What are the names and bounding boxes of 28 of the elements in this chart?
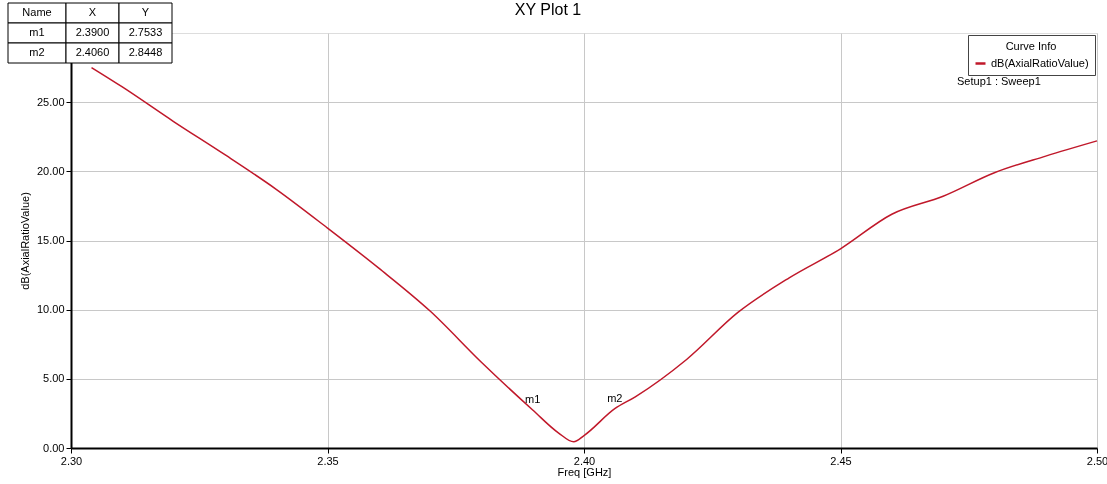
annotation: m2 (607, 391, 623, 404)
legend-title: Curve Info (1005, 40, 1057, 52)
text: Name (22, 6, 52, 18)
annotation: 2.8448 (128, 46, 163, 58)
legend-label: dB(AxialRatioValue) (991, 56, 1089, 69)
y-axis-title: dB(AxialRatioValue) (18, 192, 31, 290)
text: m2 (29, 46, 45, 58)
y-tick-label: 5.00 (43, 372, 65, 385)
x-tick-label: 2.45 (830, 454, 852, 467)
y-tick-label: 15.00 (36, 234, 65, 246)
annotation: m1 (525, 392, 541, 405)
annotation: 2.4060 (75, 46, 110, 58)
x-tick-label: 2.30 (60, 454, 83, 467)
chart-title: XY Plot 1 (514, 1, 582, 18)
x-tick-label: 2.35 (317, 454, 339, 467)
text: Y (141, 6, 150, 18)
text: X (88, 6, 97, 18)
y-tick-label: 20.00 (36, 164, 65, 177)
annotation: Setup1 : Sweep1 (957, 75, 1041, 87)
x-tick-label: 2.40 (573, 454, 596, 467)
annotation: 2.3900 (75, 26, 110, 38)
y-tick-label: 25.00 (36, 95, 65, 108)
x-axis-title: Freq [GHz] (557, 465, 612, 478)
y-tick-label: 0.00 (43, 441, 65, 454)
y-tick-label: 10.00 (36, 303, 65, 316)
text: m1 (29, 26, 45, 38)
x-tick-label: 2.50 (1086, 454, 1107, 467)
annotation: 2.7533 (128, 26, 163, 38)
